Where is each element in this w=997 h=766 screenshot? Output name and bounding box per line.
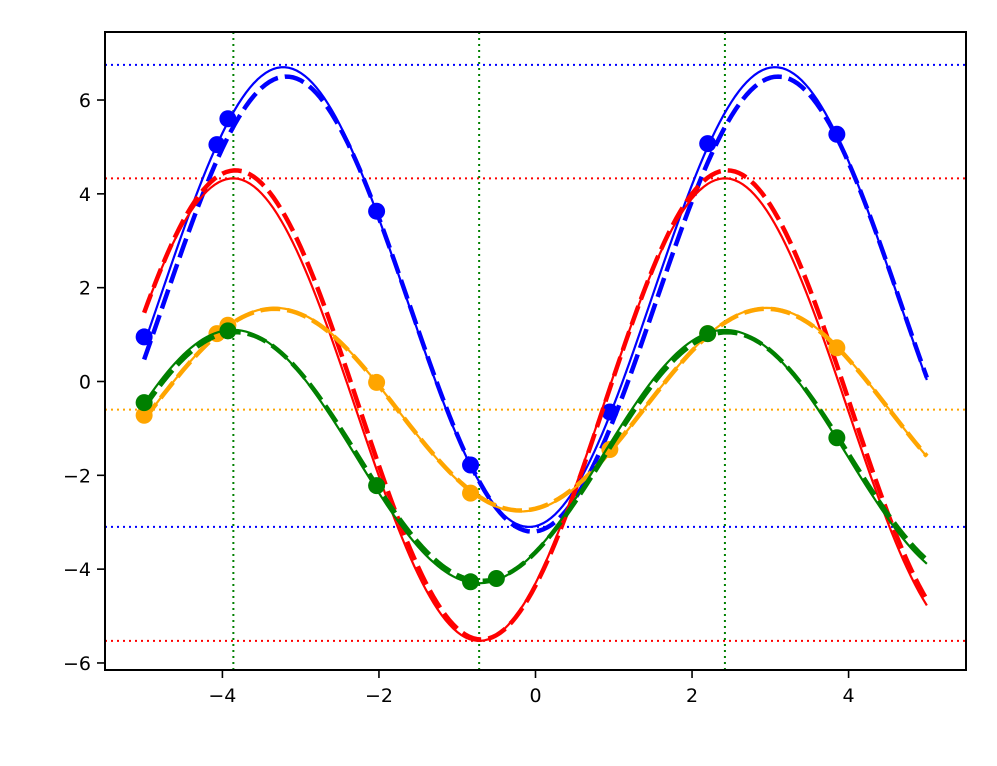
series-0-point-2 xyxy=(219,110,237,128)
x-tick-label-1: −2 xyxy=(365,685,393,707)
series-0-point-6 xyxy=(699,135,717,153)
series-0-point-3 xyxy=(368,202,386,220)
series-0-model-line xyxy=(142,74,929,534)
y-tick-label-1: −4 xyxy=(63,559,91,581)
x-tick-label-4: 4 xyxy=(843,685,855,707)
series-1-fit-line xyxy=(143,177,928,642)
x-axis: −4 −2 0 2 4 xyxy=(208,670,855,707)
x-tick-label-0: −4 xyxy=(208,685,236,707)
y-tick-label-3: 0 xyxy=(79,371,91,393)
series-0 xyxy=(135,66,929,534)
y-tick-label-6: 6 xyxy=(79,90,91,112)
series-2-point-5 xyxy=(601,441,619,459)
y-tick-label-2: −2 xyxy=(63,465,91,487)
series-3-point-6 xyxy=(828,429,846,447)
series-1 xyxy=(142,168,929,642)
series-0-point-5 xyxy=(601,403,619,421)
series-3-point-3 xyxy=(462,573,480,591)
series-2-point-0 xyxy=(135,406,153,424)
x-tick-label-3: 2 xyxy=(686,685,698,707)
series-0-fit-line xyxy=(143,66,928,528)
series-2-point-7 xyxy=(828,339,846,357)
y-tick-label-0: −6 xyxy=(63,653,91,675)
series-3-point-2 xyxy=(368,477,386,495)
series-2-point-3 xyxy=(368,373,386,391)
y-axis: −6 −4 −2 0 2 4 6 xyxy=(63,90,105,675)
series-3-point-5 xyxy=(699,325,717,343)
x-tick-label-2: 0 xyxy=(529,685,541,707)
series-1-model-line xyxy=(142,168,929,642)
series-0-point-1 xyxy=(208,136,226,154)
y-tick-label-4: 2 xyxy=(79,278,91,300)
series-3-point-4 xyxy=(487,570,505,588)
y-tick-label-5: 4 xyxy=(79,184,91,206)
series-0-point-7 xyxy=(828,125,846,143)
series-2-point-4 xyxy=(462,484,480,502)
series-2-model-line xyxy=(142,306,929,513)
series-3-model-line xyxy=(142,329,929,584)
series-3-point-0 xyxy=(135,394,153,412)
reference-lines xyxy=(105,32,966,670)
series-3 xyxy=(135,322,929,591)
series-0-point-4 xyxy=(462,456,480,474)
series-layer xyxy=(135,66,929,642)
series-0-point-0 xyxy=(135,328,153,346)
series-3-point-1 xyxy=(219,322,237,340)
